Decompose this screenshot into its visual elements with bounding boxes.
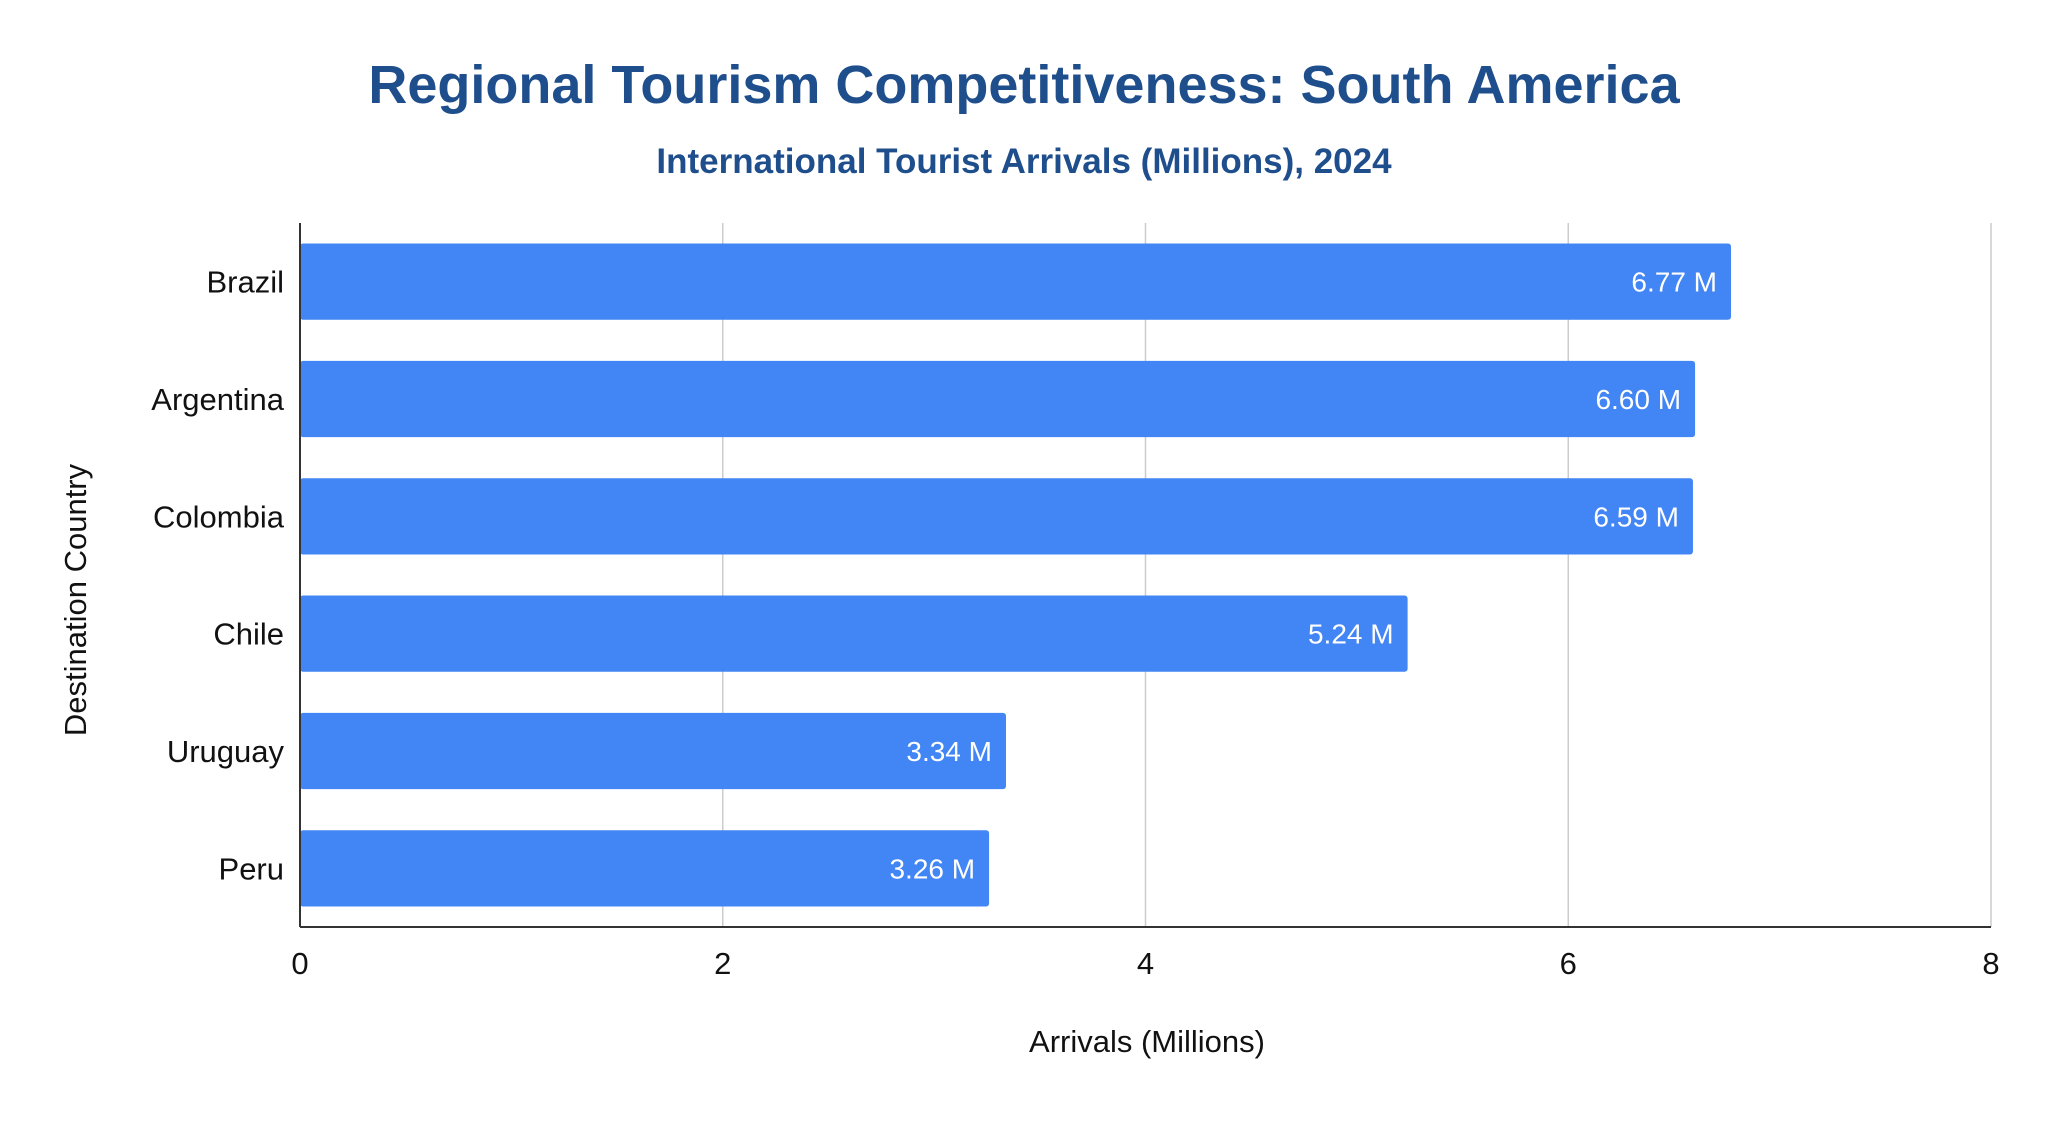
data-label-peru: 3.26 M <box>889 853 975 884</box>
y-tick-label-peru: Peru <box>219 851 284 886</box>
bar-chile <box>300 595 1408 672</box>
x-tick-label-2: 2 <box>714 946 731 981</box>
data-label-chile: 5.24 M <box>1308 619 1394 650</box>
bars <box>300 243 1732 907</box>
x-tick-label-4: 4 <box>1137 946 1154 981</box>
bar-brazil <box>300 243 1732 320</box>
axes <box>299 223 1991 928</box>
y-tick-label-chile: Chile <box>213 617 284 652</box>
bar-colombia <box>300 478 1693 555</box>
chart-title: Regional Tourism Competitiveness: South … <box>368 55 1680 115</box>
y-tick-label-brazil: Brazil <box>206 265 284 300</box>
y-tick-label-colombia: Colombia <box>153 499 285 534</box>
y-tick-label-uruguay: Uruguay <box>167 734 285 769</box>
bar-uruguay <box>300 712 1006 790</box>
y-tick-label-argentina: Argentina <box>151 382 284 417</box>
chart-subtitle: International Tourist Arrivals (Millions… <box>656 142 1392 181</box>
x-axis-title: Arrivals (Millions) <box>1029 1024 1265 1059</box>
data-label-uruguay: 3.34 M <box>906 736 992 767</box>
y-axis-title: Destination Country <box>58 463 93 736</box>
data-label-colombia: 6.59 M <box>1593 501 1679 532</box>
labels: 0 2 4 6 8 Brazil 6.77 M Argentina 6.60 M Colombia… <box>151 265 1999 981</box>
gridlines <box>722 223 1992 927</box>
x-tick-label-6: 6 <box>1560 946 1577 981</box>
bar-argentina <box>300 360 1696 438</box>
x-tick-label-0: 0 <box>291 946 308 981</box>
x-tick-label-8: 8 <box>1982 946 1999 981</box>
data-label-argentina: 6.60 M <box>1595 384 1681 415</box>
data-label-brazil: 6.77 M <box>1631 267 1717 298</box>
bar-peru <box>300 830 990 907</box>
